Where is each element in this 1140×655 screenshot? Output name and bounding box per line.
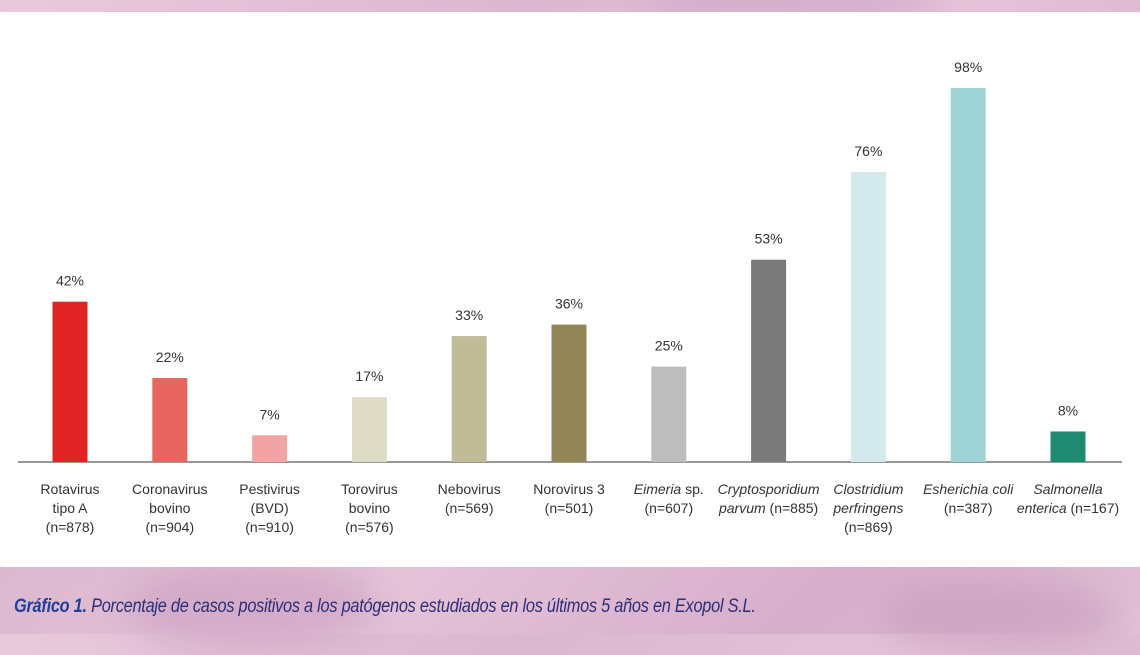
bar (351, 397, 387, 462)
category-label: Coronavirus (132, 481, 207, 497)
chart-panel (0, 12, 1140, 567)
category-label: Eimeria sp. (634, 481, 704, 497)
category-label: (n=904) (145, 519, 194, 535)
bar-value-label: 76% (854, 143, 882, 159)
category-label: Esherichia coli (923, 481, 1014, 497)
bar (651, 366, 687, 462)
bar-value-label: 7% (259, 406, 279, 422)
category-label: (n=869) (844, 519, 893, 535)
bar (751, 259, 787, 462)
caption-lead: Gráfico 1. (14, 596, 87, 617)
category-label: Salmonella (1033, 481, 1102, 497)
bars-layer: 42% Rotavirus tipo A (n=878) 22% Coronavirus b… (40, 59, 1119, 535)
category-label: Pestivirus (239, 481, 300, 497)
category-label: enterica (n=167) (1017, 500, 1119, 516)
bar (850, 171, 886, 463)
bar (52, 301, 88, 462)
category-label: bovino (349, 500, 390, 516)
category-label: Nebovirus (438, 481, 501, 497)
bar-value-label: 25% (655, 338, 683, 354)
category-label: (n=910) (245, 519, 294, 535)
bar-value-label: 53% (755, 231, 783, 247)
category-label: (n=576) (345, 519, 394, 535)
category-label: (n=607) (644, 500, 693, 516)
category-label: (n=501) (545, 500, 594, 516)
category-label: (BVD) (251, 500, 289, 516)
category-label: tipo A (52, 500, 88, 516)
bar (551, 324, 587, 462)
bar-value-label: 33% (455, 307, 483, 323)
category-label: Torovirus (341, 481, 398, 497)
bar-value-label: 98% (954, 59, 982, 75)
category-label: Cryptosporidium (718, 481, 820, 497)
bar-value-label: 8% (1058, 402, 1078, 418)
bar (152, 378, 188, 462)
bar-value-label: 42% (56, 273, 84, 289)
bar-value-label: 36% (555, 296, 583, 312)
category-label: bovino (149, 500, 190, 516)
category-label: Clostridium (833, 481, 903, 497)
category-label: (n=878) (46, 519, 95, 535)
bar (451, 336, 487, 462)
category-label: Norovirus 3 (533, 481, 605, 497)
category-label: perfringens (832, 500, 903, 516)
bar-value-label: 22% (156, 349, 184, 365)
bar-chart: 42% Rotavirus tipo A (n=878) 22% Coronavirus b… (18, 59, 1122, 535)
category-label: parvum (n=885) (718, 500, 818, 516)
bar (1050, 431, 1086, 462)
caption-text: Porcentaje de casos positivos a los pató… (86, 596, 756, 617)
bar-value-label: 17% (355, 368, 383, 384)
bar (252, 435, 288, 462)
category-label: (n=569) (445, 500, 494, 516)
figure-caption: Gráfico 1. Porcentaje de casos positivos… (14, 596, 756, 618)
category-label: Rotavirus (40, 481, 99, 497)
bar (950, 88, 986, 462)
category-label: (n=387) (944, 500, 993, 516)
